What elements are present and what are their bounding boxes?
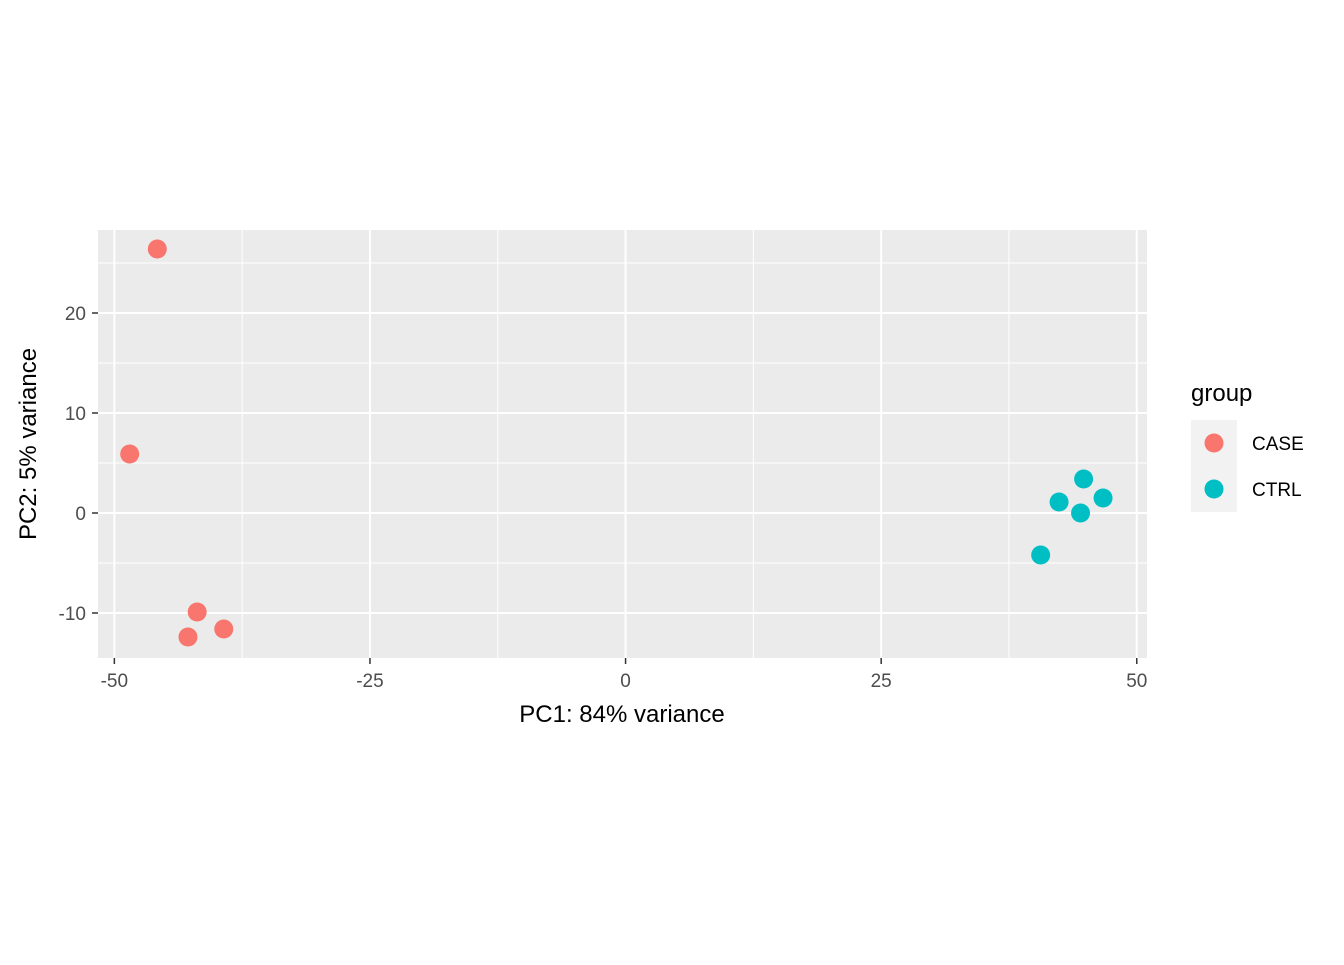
x-tick-label: 25: [871, 671, 892, 692]
data-point-case: [178, 627, 198, 647]
legend-label-ctrl: CTRL: [1252, 480, 1302, 501]
data-point-case: [214, 619, 234, 639]
data-point-case: [120, 444, 140, 464]
x-tick-label: -50: [101, 671, 128, 692]
data-points: [120, 239, 1113, 647]
y-axis-title: PC2: 5% variance: [15, 348, 42, 540]
legend-key-case: [1204, 433, 1224, 453]
minor-grid: [98, 230, 1147, 658]
data-point-ctrl: [1074, 469, 1094, 489]
major-grid: [98, 230, 1147, 658]
data-point-ctrl: [1093, 488, 1113, 508]
x-tick-label: 50: [1126, 671, 1147, 692]
y-tick-label: 0: [75, 504, 86, 525]
y-axis: -10 0 10 20: [59, 304, 98, 625]
data-point-case: [187, 602, 207, 622]
x-tick-label: -25: [356, 671, 383, 692]
x-tick-label: 0: [620, 671, 631, 692]
legend-title: group: [1191, 380, 1252, 407]
data-point-ctrl: [1071, 503, 1091, 523]
legend-key-ctrl: [1204, 479, 1224, 499]
y-tick-label: 10: [65, 404, 86, 425]
y-tick-label: -10: [59, 604, 86, 625]
legend-entries: CASE CTRL: [1204, 433, 1304, 501]
data-point-ctrl: [1049, 492, 1069, 512]
panel-background: [98, 230, 1147, 658]
legend-label-case: CASE: [1252, 434, 1304, 455]
x-axis-title: PC1: 84% variance: [519, 701, 724, 728]
y-tick-label: 20: [65, 304, 86, 325]
data-point-case: [147, 239, 167, 259]
legend: group CASE CTRL: [1191, 380, 1304, 512]
data-point-ctrl: [1031, 545, 1051, 565]
x-axis: -50 -25 0 25 50: [101, 658, 1147, 692]
